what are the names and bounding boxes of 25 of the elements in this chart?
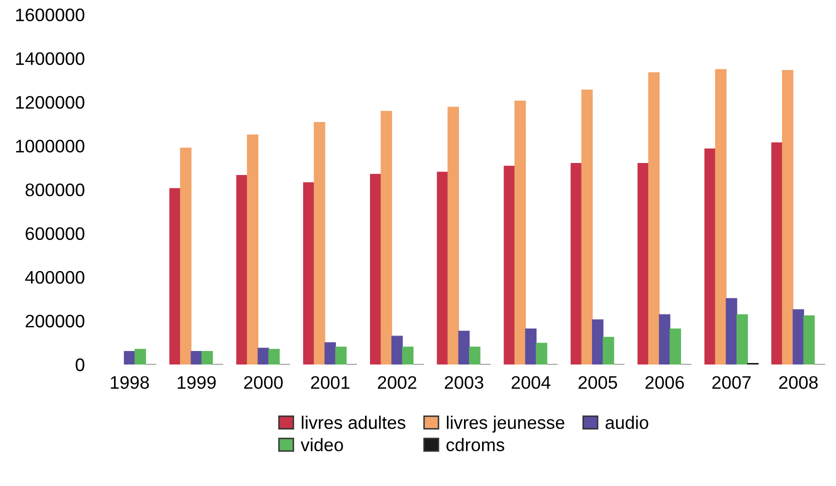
y-tick-label: 600000 xyxy=(26,227,84,240)
y-tick-label: 0 xyxy=(76,358,84,372)
legend-label: cdroms xyxy=(446,438,504,452)
y-tick-label: 1400000 xyxy=(16,52,84,66)
y-tick-label: 200000 xyxy=(26,314,84,328)
y-tick-label: 1600000 xyxy=(16,8,84,22)
y-tick-label: 800000 xyxy=(26,183,84,196)
x-tick-label: 2000 xyxy=(244,376,283,389)
x-tick-label: 2008 xyxy=(779,376,818,389)
legend-label: audio xyxy=(606,416,648,430)
x-tick-label: 2004 xyxy=(512,376,550,389)
y-tick-label: 400000 xyxy=(25,270,84,284)
legend-label: video xyxy=(300,438,344,452)
x-tick-label: 1998 xyxy=(110,376,149,389)
x-tick-label: 2001 xyxy=(311,376,350,389)
x-tick-label: 2003 xyxy=(444,376,484,389)
x-tick-label: 2002 xyxy=(378,376,416,389)
legend-label: livres adultes xyxy=(302,416,406,430)
x-tick-label: 1999 xyxy=(178,376,216,389)
legend-label: livres jeunesse xyxy=(446,416,564,433)
y-tick-label: 1200000 xyxy=(16,96,84,109)
x-tick-label: 2006 xyxy=(645,376,684,389)
x-tick-label: 2007 xyxy=(712,376,751,389)
y-tick-label: 1000000 xyxy=(16,140,84,153)
x-tick-label: 2005 xyxy=(578,376,618,389)
